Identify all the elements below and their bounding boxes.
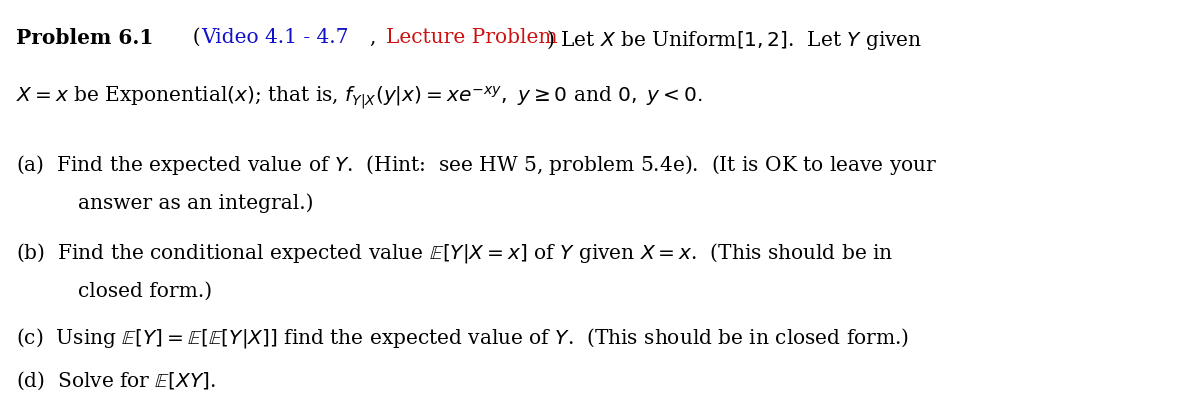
Text: Lecture Problem: Lecture Problem (386, 28, 558, 47)
Text: Problem 6.1: Problem 6.1 (16, 28, 152, 48)
Text: $X = x$ be Exponential$(x)$; that is, $f_{Y|X}(y|x) = xe^{-xy},\ y \geq 0$ and $: $X = x$ be Exponential$(x)$; that is, $f… (16, 84, 702, 111)
Text: (b)  Find the conditional expected value $\mathbb{E}[Y|X = x]$ of $Y$ given $X =: (b) Find the conditional expected value … (16, 241, 893, 265)
Text: ) Let $X$ be Uniform$[1, 2]$.  Let $Y$ given: ) Let $X$ be Uniform$[1, 2]$. Let $Y$ gi… (546, 28, 923, 52)
Text: Video 4.1 - 4.7: Video 4.1 - 4.7 (202, 28, 349, 47)
Text: (: ( (180, 28, 200, 47)
Text: answer as an integral.): answer as an integral.) (78, 192, 313, 212)
Text: (c)  Using $\mathbb{E}[Y] = \mathbb{E}[\mathbb{E}[Y|X]]$ find the expected value: (c) Using $\mathbb{E}[Y] = \mathbb{E}[\m… (16, 325, 908, 349)
Text: (d)  Solve for $\mathbb{E}[XY]$.: (d) Solve for $\mathbb{E}[XY]$. (16, 369, 216, 391)
Text: (a)  Find the expected value of $Y$.  (Hint:  see HW 5, problem 5.4e).  (It is O: (a) Find the expected value of $Y$. (Hin… (16, 152, 937, 176)
Text: ,: , (370, 28, 383, 47)
Text: closed form.): closed form.) (78, 281, 212, 300)
